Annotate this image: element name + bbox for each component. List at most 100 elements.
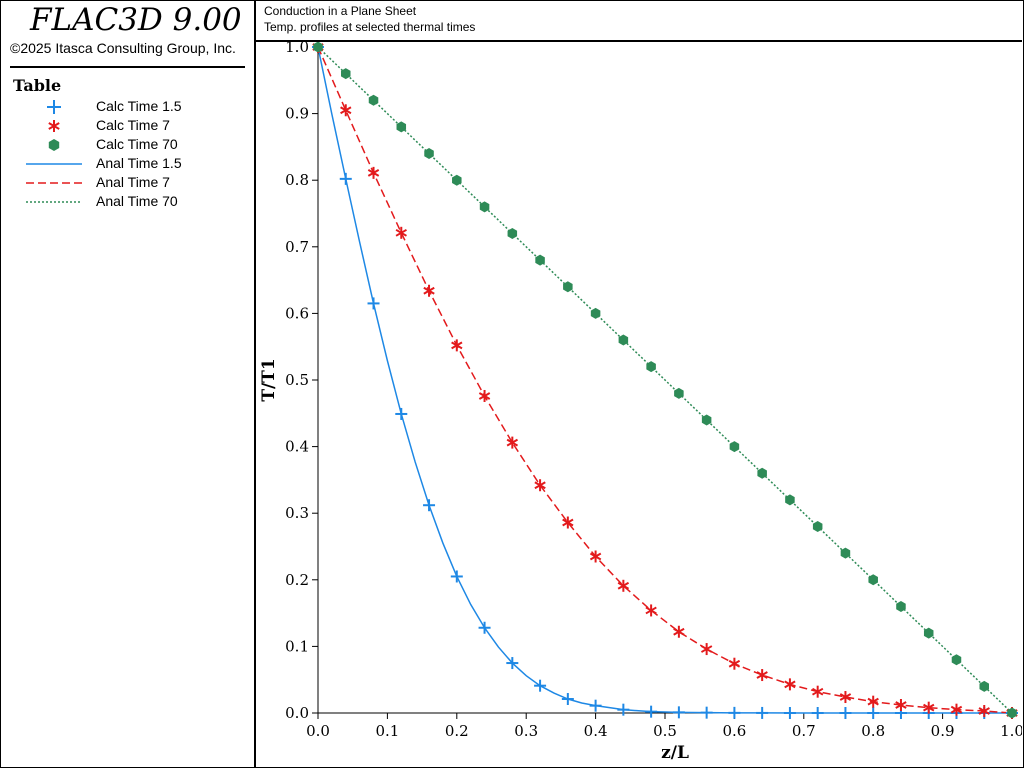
y-tick-label: 0.8: [285, 171, 309, 189]
data-point-asterisk: [811, 685, 824, 698]
data-point-hexagon: [479, 201, 490, 213]
data-point-plus: [672, 706, 685, 719]
data-point-hexagon: [340, 68, 351, 80]
data-point-asterisk: [895, 699, 907, 712]
data-point-plus: [506, 657, 519, 670]
data-point-hexagon: [979, 680, 990, 692]
app-title: FLAC3D 9.00: [30, 2, 242, 38]
legend-label: Calc Time 7: [96, 117, 170, 133]
data-point-hexagon: [507, 227, 518, 239]
data-point-plus: [617, 703, 630, 716]
data-point-hexagon: [785, 494, 795, 506]
data-point-asterisk: [478, 389, 491, 402]
dashed-line-icon: [26, 182, 82, 184]
data-point-asterisk: [451, 339, 463, 352]
data-point-hexagon: [868, 574, 878, 586]
x-tick-label: 0.5: [653, 722, 677, 740]
data-point-plus: [645, 705, 658, 718]
data-point-hexagon: [923, 627, 934, 639]
x-tick-label: 0.8: [861, 722, 885, 740]
data-point-plus: [561, 693, 574, 706]
data-point-hexagon: [646, 361, 656, 373]
sidebar-panel: FLAC3D 9.00 ©2025 Itasca Consulting Grou…: [0, 0, 256, 768]
data-point-plus: [423, 499, 436, 512]
y-tick-label: 0.3: [285, 504, 309, 522]
y-tick-label: 0.2: [285, 571, 309, 589]
data-point-plus: [839, 707, 852, 719]
solid-line-icon: [26, 163, 82, 165]
data-point-hexagon: [951, 654, 962, 666]
y-tick-label: 0.1: [285, 637, 309, 655]
data-point-plus: [783, 707, 796, 719]
data-point-hexagon: [535, 254, 545, 266]
data-point-asterisk: [589, 550, 602, 563]
x-tick-label: 0.3: [514, 722, 538, 740]
data-point-plus: [867, 707, 880, 719]
data-point-plus: [450, 570, 463, 583]
data-point-asterisk: [923, 701, 935, 714]
plot-title: Conduction in a Plane Sheet: [264, 4, 417, 18]
x-tick-label: 0.7: [792, 722, 816, 740]
data-point-asterisk: [367, 166, 380, 179]
data-point-plus: [700, 706, 713, 719]
data-point-plus: [478, 621, 491, 634]
x-tick-label: 0.2: [445, 722, 469, 740]
legend-item-calc-time-7: Calc Time 7: [10, 116, 250, 135]
x-axis-title: z/L: [661, 743, 689, 763]
data-point-asterisk: [867, 695, 879, 708]
data-point-asterisk: [534, 479, 546, 492]
sidebar-divider: [10, 66, 245, 68]
data-point-asterisk: [562, 516, 574, 529]
data-point-asterisk: [756, 669, 768, 682]
data-point-plus: [367, 297, 380, 310]
legend-label: Anal Time 70: [96, 193, 178, 209]
data-point-plus: [339, 172, 352, 185]
data-point-plus: [534, 679, 547, 692]
y-tick-label: 0.6: [285, 304, 309, 322]
legend-label: Anal Time 1.5: [96, 155, 182, 171]
dotted-line-icon: [26, 201, 82, 203]
data-point-hexagon: [313, 42, 323, 53]
data-point-asterisk: [673, 625, 685, 638]
data-point-hexagon: [812, 521, 823, 533]
data-point-asterisk: [423, 284, 435, 297]
data-point-plus: [728, 706, 741, 719]
series-line: [317, 46, 1013, 714]
data-point-hexagon: [368, 94, 379, 106]
data-point-asterisk: [950, 703, 963, 716]
legend-title: Table: [13, 76, 62, 95]
data-point-plus: [756, 706, 769, 719]
y-tick-label: 0.9: [285, 105, 309, 123]
data-point-plus: [589, 699, 602, 712]
x-tick-label: 0.9: [931, 722, 955, 740]
data-point-hexagon: [840, 547, 851, 559]
asterisk-marker-icon: [48, 120, 60, 132]
legend-item-calc-time-1-5: Calc Time 1.5: [10, 97, 250, 116]
data-point-asterisk: [700, 643, 713, 656]
data-point-asterisk: [839, 691, 852, 704]
data-point-plus: [811, 707, 824, 719]
plot-header: Conduction in a Plane Sheet Temp. profil…: [256, 0, 1022, 42]
data-point-hexagon: [563, 281, 573, 293]
data-point-hexagon: [701, 414, 712, 426]
data-point-plus: [395, 407, 408, 420]
legend-item-anal-time-1-5: Anal Time 1.5: [10, 154, 250, 173]
y-tick-label: 0.0: [285, 704, 309, 722]
y-tick-label: 0.7: [285, 238, 309, 256]
data-point-asterisk: [506, 436, 519, 449]
hexagon-marker-icon: [48, 139, 60, 151]
y-tick-label: 0.4: [285, 438, 309, 456]
data-point-hexagon: [590, 307, 601, 319]
legend-label: Calc Time 70: [96, 136, 178, 152]
data-point-hexagon: [757, 467, 767, 479]
legend-item-anal-time-70: Anal Time 70: [10, 192, 250, 211]
series-line: [317, 46, 1013, 714]
x-tick-label: 1.0: [1000, 722, 1022, 740]
data-point-hexagon: [396, 121, 407, 133]
plot-subtitle: Temp. profiles at selected thermal times: [264, 20, 476, 34]
data-point-hexagon: [618, 334, 629, 346]
x-tick-label: 0.6: [722, 722, 746, 740]
data-point-hexagon: [896, 600, 906, 612]
data-point-asterisk: [645, 604, 657, 617]
y-tick-label: 0.5: [285, 371, 309, 389]
